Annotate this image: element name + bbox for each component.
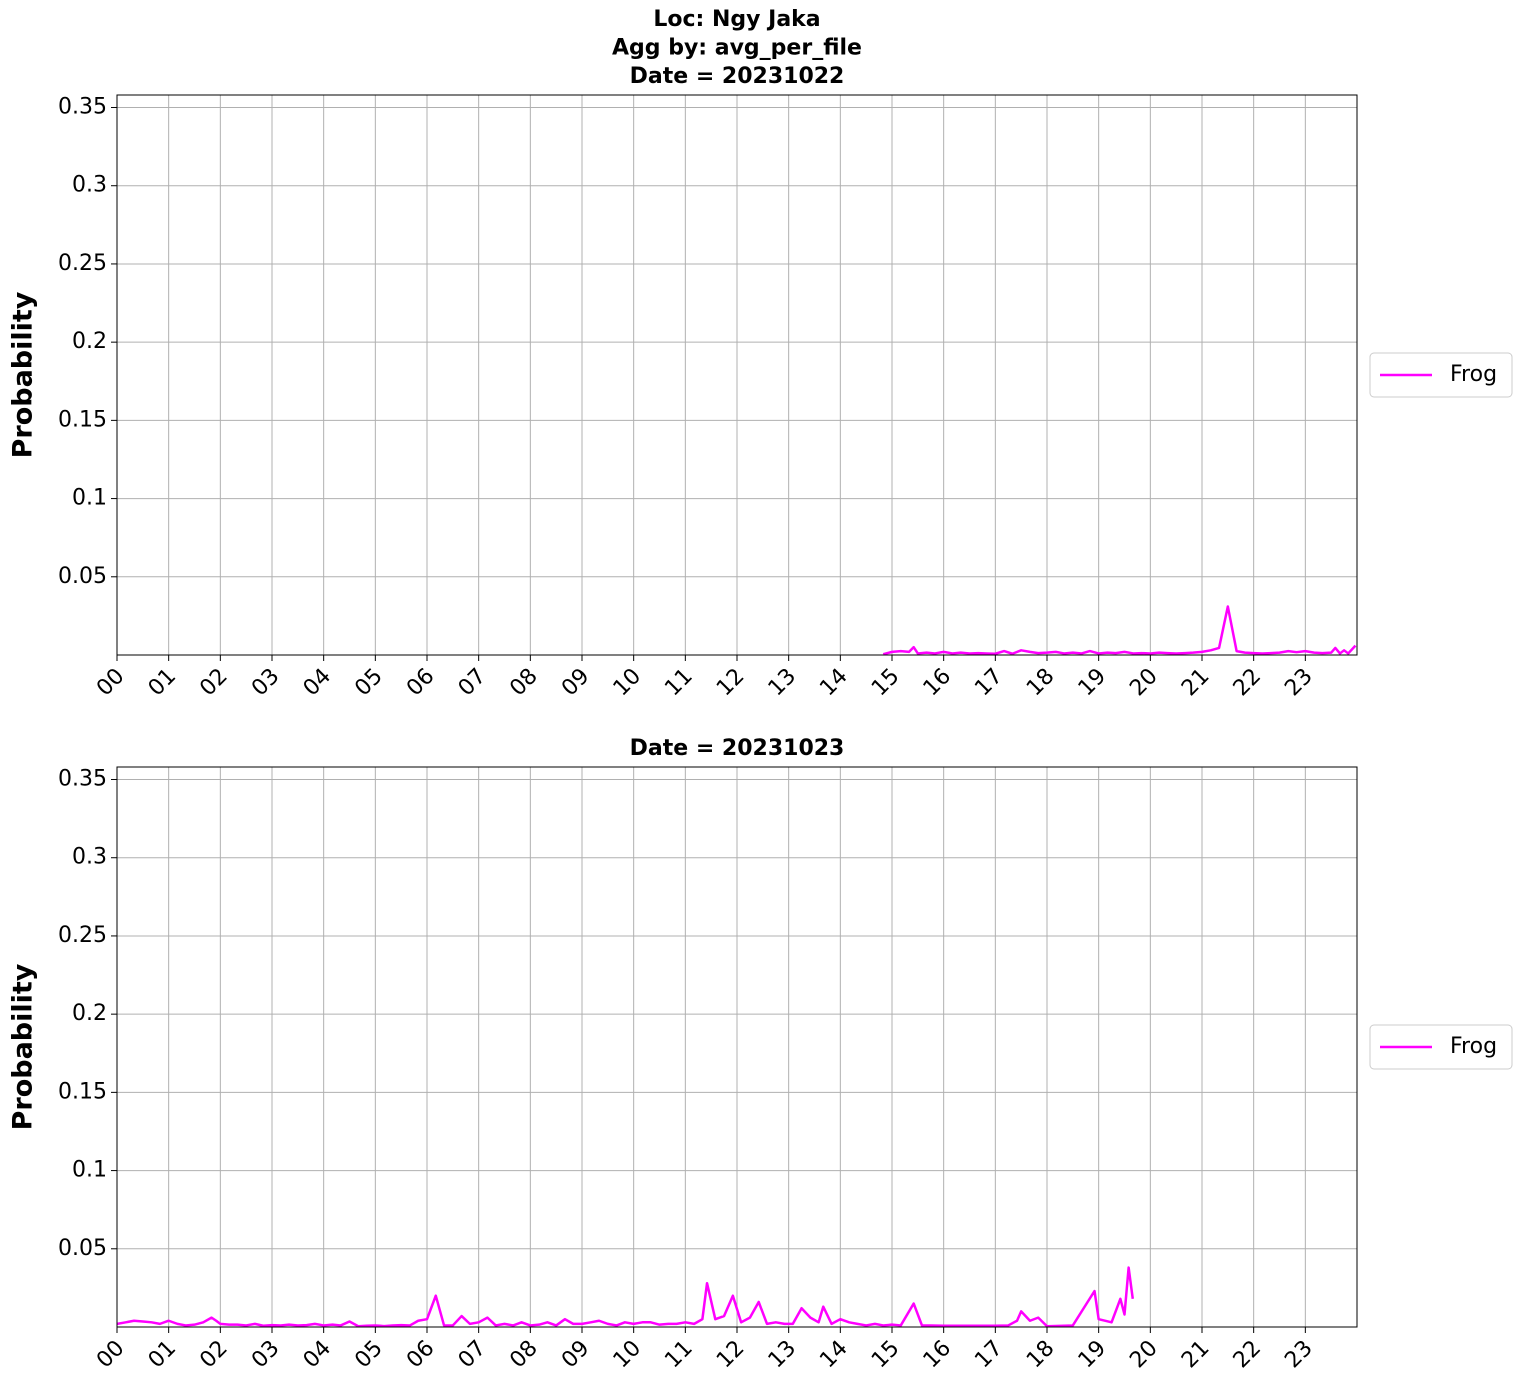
x-tick-label: 05 [350, 1336, 387, 1373]
x-tick-label: 20 [1125, 1336, 1162, 1373]
x-tick-label: 00 [92, 664, 129, 701]
x-tick-label: 16 [919, 1336, 956, 1373]
legend-label: Frog [1450, 1034, 1497, 1059]
y-tick-label: 0.35 [58, 767, 107, 792]
x-tick-label: 23 [1280, 1336, 1317, 1373]
x-tick-label: 17 [970, 1336, 1007, 1373]
x-tick-label: 00 [92, 1336, 129, 1373]
chart-title: Agg by: avg_per_file [612, 36, 862, 61]
y-tick-label: 0.3 [72, 173, 107, 198]
y-tick-label: 0.1 [72, 1158, 107, 1183]
x-tick-label: 02 [195, 1336, 232, 1373]
x-tick-label: 13 [764, 664, 801, 701]
chart-title: Date = 20231022 [630, 64, 845, 89]
y-axis-label: Probability [8, 963, 39, 1130]
x-tick-label: 04 [299, 1336, 336, 1373]
x-tick-label: 08 [505, 664, 542, 701]
y-tick-label: 0.15 [58, 1079, 107, 1104]
x-tick-label: 03 [247, 664, 284, 701]
y-tick-label: 0.35 [58, 95, 107, 120]
x-tick-label: 09 [557, 1336, 594, 1373]
x-tick-label: 12 [712, 664, 749, 701]
x-tick-label: 13 [764, 1336, 801, 1373]
axes-frame [116, 766, 1358, 1328]
x-tick-label: 22 [1229, 664, 1266, 701]
y-axis-label: Probability [8, 291, 39, 458]
x-tick-label: 04 [299, 664, 336, 701]
chart-title: Date = 20231023 [630, 736, 845, 761]
x-tick-label: 08 [505, 1336, 542, 1373]
chart-title: Loc: Ngy Jaka [653, 7, 820, 32]
y-tick-label: 0.15 [58, 407, 107, 432]
legend-box [1369, 352, 1513, 398]
x-tick-label: 06 [402, 664, 439, 701]
axes-frame [116, 94, 1358, 656]
x-tick-label: 19 [1074, 1336, 1111, 1373]
x-tick-label: 15 [867, 664, 904, 701]
x-tick-label: 20 [1125, 664, 1162, 701]
x-tick-label: 23 [1280, 664, 1317, 701]
y-tick-label: 0.3 [72, 845, 107, 870]
x-tick-label: 10 [609, 664, 646, 701]
x-tick-label: 01 [144, 1336, 181, 1373]
x-tick-label: 03 [247, 1336, 284, 1373]
x-tick-label: 09 [557, 664, 594, 701]
x-tick-label: 15 [867, 1336, 904, 1373]
x-tick-label: 10 [609, 1336, 646, 1373]
legend-label: Frog [1450, 362, 1497, 387]
x-tick-label: 06 [402, 1336, 439, 1373]
y-tick-label: 0.25 [58, 923, 107, 948]
x-tick-label: 21 [1177, 1336, 1214, 1373]
x-tick-label: 22 [1229, 1336, 1266, 1373]
x-tick-label: 14 [815, 1336, 852, 1373]
x-tick-label: 07 [454, 1336, 491, 1373]
data-line [117, 1266, 1135, 1327]
x-tick-label: 11 [660, 1336, 697, 1373]
x-tick-label: 14 [815, 664, 852, 701]
y-tick-label: 0.2 [72, 329, 107, 354]
x-tick-label: 19 [1074, 664, 1111, 701]
x-tick-label: 12 [712, 1336, 749, 1373]
x-tick-label: 18 [1022, 1336, 1059, 1373]
y-tick-label: 0.25 [58, 251, 107, 276]
x-tick-label: 01 [144, 664, 181, 701]
x-tick-label: 21 [1177, 664, 1214, 701]
y-tick-label: 0.2 [72, 1001, 107, 1026]
x-tick-label: 17 [970, 664, 1007, 701]
y-tick-label: 0.05 [58, 1236, 107, 1261]
x-tick-label: 05 [350, 664, 387, 701]
y-tick-label: 0.1 [72, 486, 107, 511]
y-tick-label: 0.05 [58, 564, 107, 589]
x-tick-label: 11 [660, 664, 697, 701]
legend-box [1369, 1024, 1513, 1070]
x-tick-label: 02 [195, 664, 232, 701]
x-tick-label: 16 [919, 664, 956, 701]
x-tick-label: 18 [1022, 664, 1059, 701]
x-tick-label: 07 [454, 664, 491, 701]
data-line [882, 605, 1357, 655]
